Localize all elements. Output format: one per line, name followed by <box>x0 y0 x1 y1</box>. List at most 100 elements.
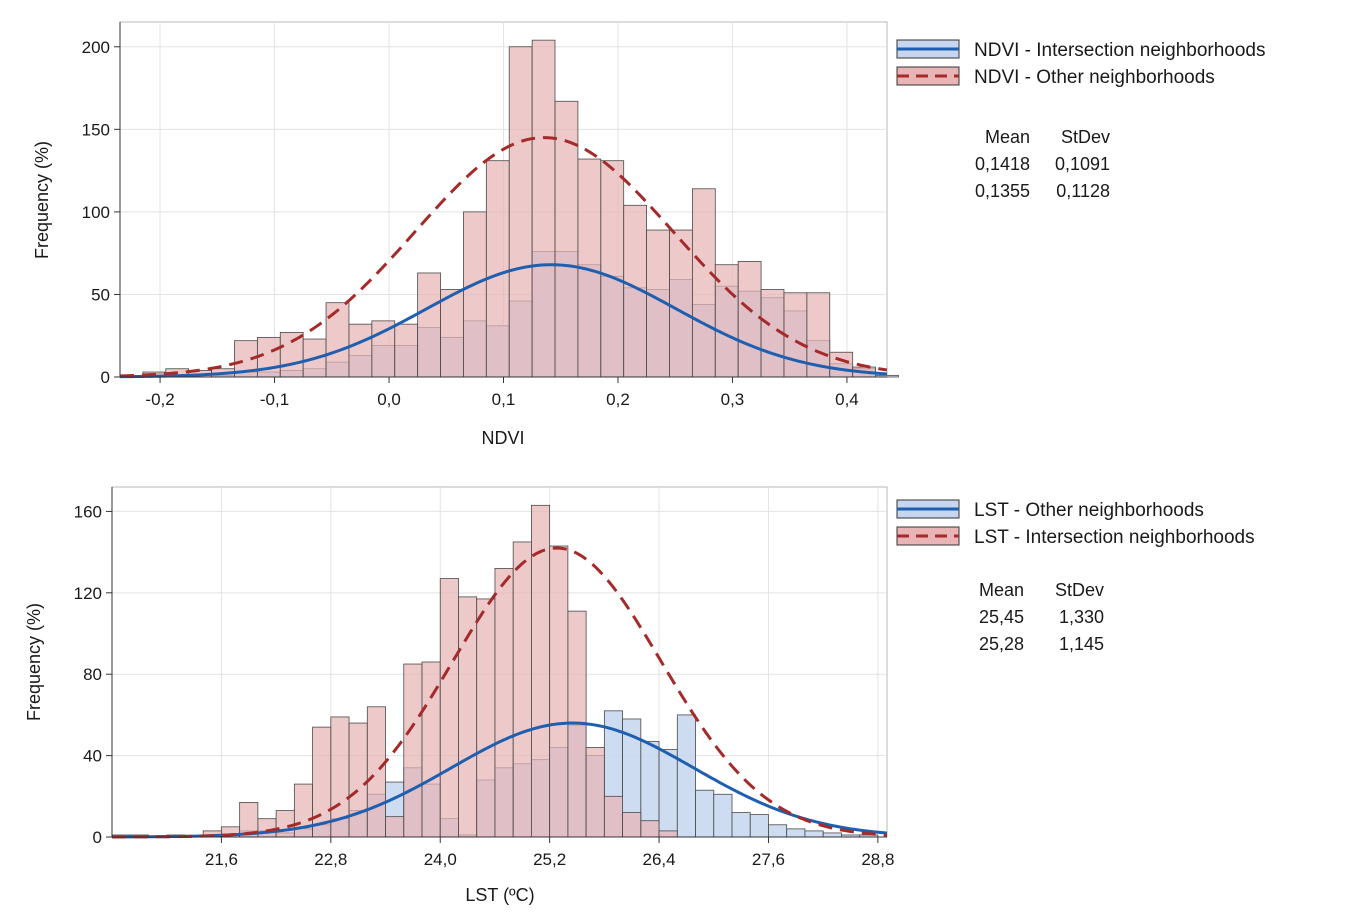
histogram-bar <box>256 336 281 378</box>
histogram-bar <box>348 722 368 838</box>
histogram-bar <box>531 39 556 378</box>
x-tick-label: 24,0 <box>424 850 457 869</box>
y-tick-label: 150 <box>82 120 110 139</box>
histogram-bar <box>549 545 569 838</box>
histogram-bar <box>749 814 769 838</box>
histogram-bar <box>786 828 806 838</box>
legend: NDVI - Intersection neighborhoods NDVI -… <box>896 39 1266 88</box>
histogram-bar <box>463 211 487 378</box>
x-tick-label: 21,6 <box>205 850 238 869</box>
fit-curve <box>111 721 888 839</box>
y-tick-label: 0 <box>101 368 110 387</box>
y-tick-label: 50 <box>91 285 110 304</box>
stats-header-mean: Mean <box>979 580 1024 600</box>
histogram-bar <box>600 160 625 378</box>
histogram-bar <box>768 824 788 838</box>
histogram-bar <box>348 323 373 378</box>
x-tick-labels: -0,2 -0,1 0,0 0,1 0,2 0,3 0,4 <box>145 377 859 409</box>
y-tick-labels: 0 50 100 150 200 <box>82 38 120 387</box>
y-tick-label: 100 <box>82 203 110 222</box>
x-axis-title: NDVI <box>481 428 524 448</box>
stats-stdev-row-1: 0,1091 <box>1055 154 1110 174</box>
stats-stdev-row-1: 1,330 <box>1059 607 1104 627</box>
histogram-bar <box>676 714 696 838</box>
histogram-bar <box>371 320 396 378</box>
x-tick-label: 25,2 <box>533 850 566 869</box>
y-axis-title: Frequency (%) <box>24 603 44 721</box>
stats-mean-row-1: 0,1418 <box>975 154 1030 174</box>
x-tick-label: 0,1 <box>492 390 516 409</box>
legend-label-other: NDVI - Other neighborhoods <box>974 67 1215 88</box>
x-tick-label: -0,2 <box>145 390 174 409</box>
stats-stdev-row-2: 1,145 <box>1059 634 1104 654</box>
histogram-bar <box>385 816 405 838</box>
histogram-bar <box>585 747 605 838</box>
x-tick-label: 22,8 <box>314 850 347 869</box>
histogram-bar <box>822 832 842 838</box>
stats-table: Mean StDev 0,1418 0,1091 0,1355 0,1128 <box>975 127 1110 201</box>
stats-header-mean: Mean <box>985 127 1030 147</box>
x-tick-labels: 21,6 22,8 24,0 25,2 26,4 27,6 28,8 <box>205 837 894 869</box>
fit-curve <box>119 263 888 379</box>
y-tick-label: 40 <box>83 747 102 766</box>
y-tick-label: 160 <box>74 502 102 521</box>
histogram-bar <box>325 302 350 378</box>
x-tick-label: 0,3 <box>721 390 745 409</box>
y-axis-title: Frequency (%) <box>32 141 52 259</box>
legend-label-intersection: NDVI - Intersection neighborhoods <box>974 40 1266 61</box>
x-tick-label: -0,1 <box>260 390 289 409</box>
fit-curve <box>119 136 888 378</box>
histogram-bar <box>440 289 464 378</box>
histogram-bar <box>658 749 678 838</box>
x-tick-label: 27,6 <box>752 850 785 869</box>
stats-header-stdev: StDev <box>1061 127 1110 147</box>
histogram-bar <box>494 567 514 838</box>
histogram-bar <box>669 229 693 378</box>
y-tick-label: 80 <box>83 665 102 684</box>
y-tick-labels: 0 40 80 120 160 <box>74 502 112 847</box>
fit-curves <box>111 546 888 839</box>
histogram-bar <box>275 810 295 838</box>
histogram-bar <box>691 188 716 378</box>
histogram-bar <box>622 812 642 838</box>
stats-mean-row-2: 25,28 <box>979 634 1024 654</box>
x-tick-label: 0,4 <box>835 390 859 409</box>
histogram-bar <box>829 351 854 378</box>
histogram-bar <box>508 46 533 378</box>
histogram-bar <box>695 789 715 838</box>
histogram-bar <box>713 793 733 838</box>
x-tick-label: 28,8 <box>861 850 894 869</box>
histogram-bar <box>485 160 510 378</box>
x-tick-label: 26,4 <box>643 850 676 869</box>
histogram-bar <box>804 830 824 838</box>
fit-curves <box>119 136 888 379</box>
y-tick-label: 0 <box>93 828 102 847</box>
histogram-bar <box>458 596 478 838</box>
y-tick-label: 120 <box>74 584 102 603</box>
histogram-bar <box>731 812 751 838</box>
histogram-bar <box>403 663 423 838</box>
histogram-bar <box>476 598 496 838</box>
bars-ndvi-other <box>142 39 876 378</box>
histogram-bar <box>640 820 660 838</box>
stats-header-stdev: StDev <box>1055 580 1104 600</box>
y-tick-label: 200 <box>82 38 110 57</box>
histogram-bar <box>603 795 623 838</box>
histogram-bar <box>737 261 762 378</box>
ndvi-histogram-panel: -0,2 -0,1 0,0 0,1 0,2 0,3 0,4 0 50 100 150 200 NDV… <box>32 21 1266 448</box>
histogram-bar <box>658 830 678 838</box>
histogram-bar <box>512 541 532 838</box>
x-tick-label: 0,2 <box>606 390 630 409</box>
histogram-bar <box>279 332 304 378</box>
stats-mean-row-1: 25,45 <box>979 607 1024 627</box>
x-tick-label: 0,0 <box>377 390 401 409</box>
histogram-bar <box>366 706 386 838</box>
x-axis-title: LST (ºC) <box>465 885 534 905</box>
stats-mean-row-2: 0,1355 <box>975 181 1030 201</box>
histogram-bar <box>439 578 459 838</box>
legend-label-other: LST - Other neighborhoods <box>974 500 1204 521</box>
bars-lst-intersection <box>166 504 678 838</box>
stats-stdev-row-2: 0,1128 <box>1056 181 1110 201</box>
